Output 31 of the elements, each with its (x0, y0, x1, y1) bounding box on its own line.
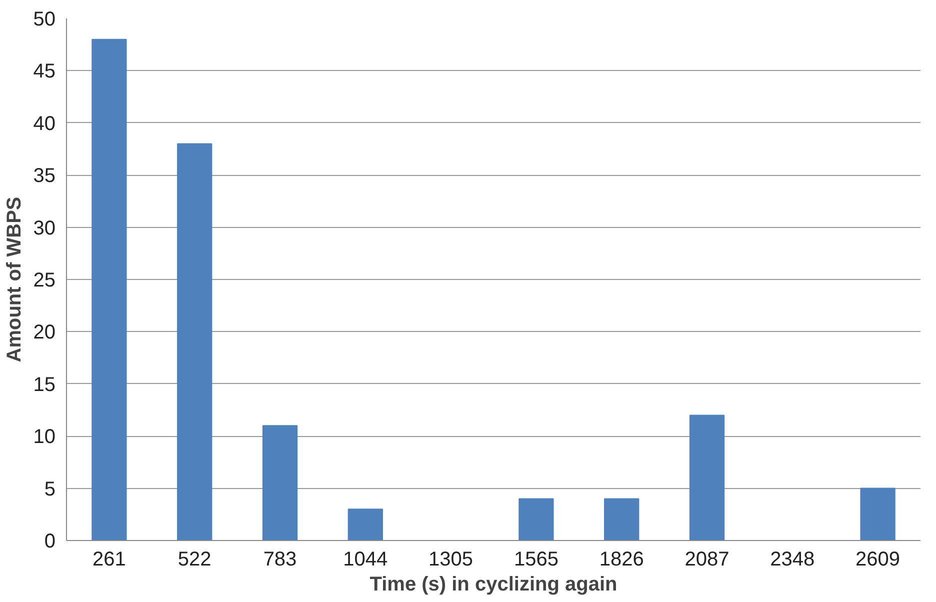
y-tick-label: 0 (44, 530, 56, 552)
x-tick-label: 2609 (856, 548, 900, 570)
bar (262, 425, 298, 540)
x-tick-label: 1826 (599, 548, 644, 570)
y-axis-title: Amount of WBPS (3, 196, 26, 362)
y-tick-label: 25 (33, 270, 56, 292)
x-axis-title: Time (s) in cyclizing again (370, 574, 618, 596)
bar (348, 508, 383, 540)
bar (689, 414, 725, 540)
y-tick-label: 45 (33, 60, 56, 83)
x-tick-label: 522 (178, 548, 212, 570)
x-tick-label: 1305 (428, 548, 474, 570)
y-tick-label: 50 (33, 8, 56, 30)
x-tick-label: 783 (263, 548, 297, 570)
y-tick-label: 5 (44, 478, 56, 500)
bar (518, 498, 554, 540)
x-tick-label: 2348 (770, 548, 815, 570)
y-tick-label: 20 (33, 322, 56, 344)
x-tick-label: 1044 (343, 548, 388, 570)
y-tick-label: 10 (33, 426, 56, 448)
y-tick-label: 30 (33, 217, 56, 240)
bar (177, 143, 212, 540)
bar (604, 498, 640, 540)
bar (860, 488, 896, 540)
bar (92, 38, 127, 540)
y-tick-label: 40 (33, 112, 56, 135)
x-tick-label: 261 (92, 548, 126, 570)
x-tick-label: 1565 (514, 548, 558, 570)
y-tick-label: 15 (33, 374, 56, 396)
x-tick-label: 2087 (684, 548, 730, 570)
y-tick-label: 35 (33, 165, 56, 188)
